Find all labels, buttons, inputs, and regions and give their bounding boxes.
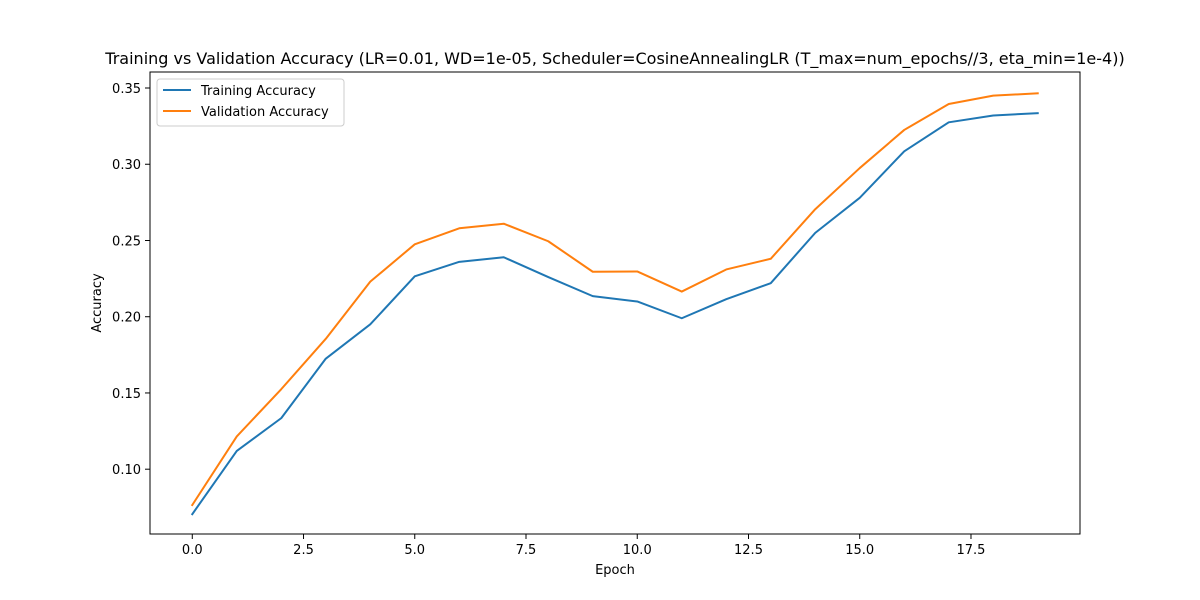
series-line-validation-accuracy [190,92,1039,507]
y-tick-label: 0.35 [112,82,141,97]
legend: Training Accuracy Validation Accuracy [156,78,345,127]
x-tick-label: 15.0 [845,543,874,558]
plot-frame [149,71,1081,535]
legend-label-training-accuracy: Training Accuracy [200,84,316,99]
plot-area [150,72,1080,534]
y-axis-label: Accuracy [90,273,105,333]
legend-label-validation-accuracy: Validation Accuracy [201,105,329,120]
y-tick-label: 0.10 [112,463,141,478]
chart-title: Training vs Validation Accuracy (LR=0.01… [104,49,1124,69]
x-tick-label: 0.0 [182,543,203,558]
x-tick-label: 10.0 [623,543,652,558]
x-axis: 0.0 2.5 5.0 7.5 10.0 12.5 15.0 17.5 [182,534,986,558]
axes-layer [149,71,1081,535]
legend-box [156,78,345,127]
series-line-training-accuracy [190,112,1039,516]
y-tick-label: 0.30 [112,158,141,173]
x-tick-label: 5.0 [404,543,425,558]
y-axis: 0.10 0.15 0.20 0.25 0.30 0.35 [112,82,150,478]
y-tick-label: 0.15 [112,387,141,402]
x-tick-label: 7.5 [516,543,537,558]
y-tick-label: 0.25 [112,234,141,249]
y-tick-label: 0.20 [112,311,141,326]
series-layer [190,92,1039,516]
x-axis-label: Epoch [595,563,635,578]
x-tick-label: 17.5 [957,543,986,558]
x-tick-label: 12.5 [734,543,763,558]
x-tick-label: 2.5 [293,543,314,558]
